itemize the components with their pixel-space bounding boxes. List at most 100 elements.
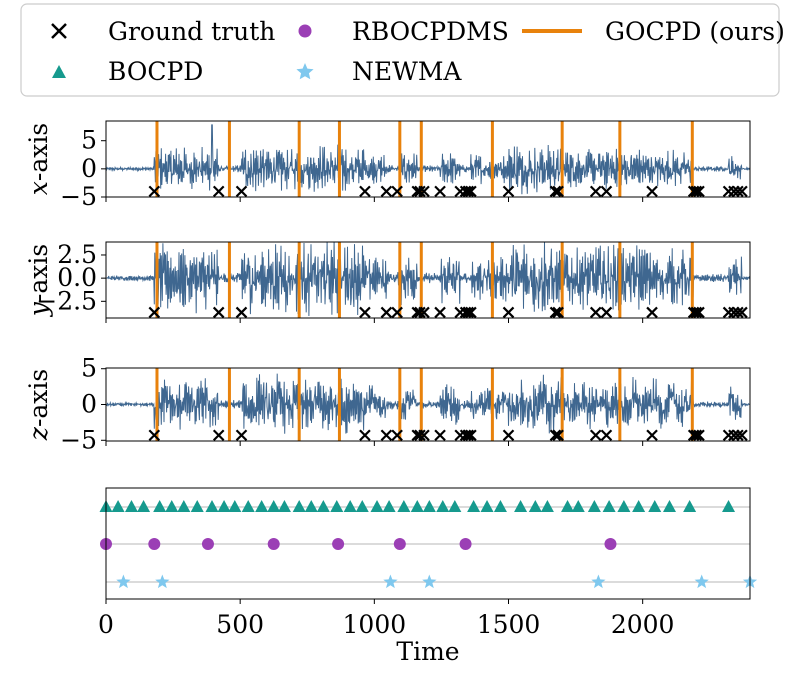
ground-truth-marker	[235, 185, 248, 198]
legend-label-gocpd: GOCPD (ours)	[605, 17, 785, 46]
ground-truth-marker	[736, 185, 748, 198]
bocpd-detection	[617, 500, 631, 512]
ground-truth-marker	[549, 429, 562, 442]
ground-truth-marker	[148, 185, 161, 198]
ground-truth-marker	[690, 185, 703, 198]
bocpd-detection	[355, 500, 369, 512]
bocpd-detection	[528, 500, 542, 512]
ground-truth-marker	[736, 429, 748, 442]
ground-truth-marker	[465, 185, 477, 198]
ground-truth-marker	[212, 185, 225, 198]
detections-panel: 0 500 1000 1500 2000	[98, 487, 758, 639]
ground-truth-marker	[693, 429, 705, 442]
x-tick-label: 0	[98, 610, 114, 639]
bocpd-detection	[410, 500, 424, 512]
y-tick-label: 0	[81, 154, 97, 183]
bocpd-detection	[277, 500, 291, 512]
legend-frame	[20, 3, 780, 97]
ground-truth-marker	[418, 306, 430, 319]
bocpd-detection	[722, 500, 736, 512]
ground-truth-marker	[589, 429, 602, 442]
y-tick-label: 2.5	[57, 240, 97, 269]
bocpd-detection	[648, 500, 662, 512]
ground-truth-marker	[722, 429, 735, 442]
ground-truth-marker	[552, 306, 564, 319]
bocpd-detection	[663, 500, 676, 512]
ground-truth-marker	[212, 306, 225, 319]
ground-truth-marker	[646, 306, 658, 319]
x-tick-label: 2000	[611, 610, 675, 639]
ground-truth-marker	[418, 429, 430, 442]
ground-truth-marker	[462, 429, 475, 442]
ground-truth-marker	[646, 429, 658, 442]
ground-truth-marker	[690, 306, 703, 319]
ground-truth-marker	[646, 185, 658, 198]
rbocpdms-detection	[459, 538, 472, 550]
y-axis-label-x: x-axis	[24, 123, 53, 195]
ground-truth-marker	[380, 185, 393, 198]
y-axis-label-y: y-axis	[24, 244, 53, 317]
ground-truth-marker	[465, 306, 477, 319]
rbocpdms-detection	[332, 538, 345, 550]
bocpd-detection	[241, 500, 255, 512]
ground-truth-marker	[722, 185, 735, 198]
panel-frame	[105, 120, 751, 198]
ground-truth-marker	[434, 306, 446, 319]
ground-truth-marker	[465, 429, 477, 442]
z-axis-panel: −5 0 5 z-axis	[24, 354, 751, 454]
newma-detection	[422, 574, 437, 589]
ground-truth-marker	[732, 306, 744, 319]
ground-truth-marker	[414, 306, 426, 319]
ground-truth-marker	[502, 185, 515, 198]
ground-truth-marker	[148, 306, 161, 319]
ground-truth-marker	[391, 306, 403, 319]
ground-truth-marker	[552, 185, 564, 198]
ground-truth-marker	[359, 306, 371, 319]
bocpd-detection	[382, 500, 396, 512]
rbocpdms-detection	[393, 538, 406, 550]
panel-frame	[105, 241, 751, 319]
ground-truth-marker	[434, 185, 446, 198]
y-tick-label: −5	[60, 182, 97, 211]
newma-detection	[383, 574, 398, 589]
legend-entry-newma: NEWMA	[296, 57, 462, 86]
bocpd-detection	[292, 500, 306, 512]
newma-detection	[694, 574, 709, 589]
bocpd-detection	[316, 500, 330, 512]
legend-label-newma: NEWMA	[352, 57, 462, 86]
ground-truth-marker	[732, 185, 744, 198]
newma-detection	[155, 574, 170, 589]
y-axis-panel: −2.50.02.5y-axis	[24, 240, 751, 323]
x-axis-panel: −505 x-axis	[24, 120, 751, 211]
ground-truth-marker	[600, 429, 613, 442]
legend-entry-rbocpdms: RBOCPDMS	[298, 17, 509, 46]
ground-truth-marker	[600, 306, 613, 319]
legend-label-ground-truth: Ground truth	[108, 17, 275, 46]
ground-truth-marker	[600, 185, 613, 198]
legend-marker-x	[51, 23, 67, 39]
ground-truth-marker	[693, 306, 705, 319]
legend-entry-gocpd: GOCPD (ours)	[522, 17, 785, 46]
ground-truth-marker	[549, 306, 562, 319]
bocpd-detection	[632, 500, 646, 512]
bocpd-detection	[217, 500, 231, 512]
legend-marker-star	[296, 63, 314, 80]
bocpd-detection	[205, 500, 219, 512]
bocpd-detection	[228, 500, 242, 512]
bocpd-detection	[397, 500, 411, 512]
rbocpdms-detection	[604, 538, 617, 550]
bocpd-detection	[267, 500, 281, 512]
legend: Ground truth RBOCPDMS GOCPD (ours) BOCPD…	[20, 3, 785, 97]
bocpd-detection	[436, 500, 450, 512]
ground-truth-marker	[380, 429, 393, 442]
x-tick-label: 1000	[343, 610, 407, 639]
ground-truth-marker	[148, 429, 161, 442]
ground-truth-marker	[212, 429, 225, 442]
y-tick-label: −5	[60, 425, 97, 454]
ground-truth-marker	[502, 429, 515, 442]
signal-line-y	[106, 242, 750, 317]
y-tick-label: 5	[81, 126, 97, 155]
ground-truth-marker	[589, 185, 602, 198]
ground-truth-marker	[552, 429, 564, 442]
ground-truth-marker	[693, 185, 705, 198]
